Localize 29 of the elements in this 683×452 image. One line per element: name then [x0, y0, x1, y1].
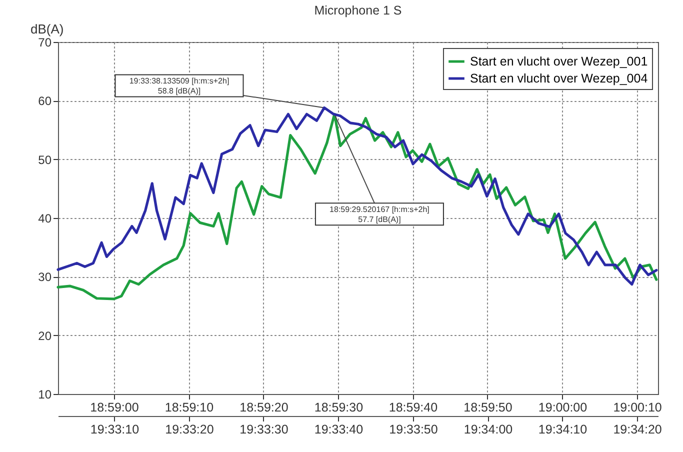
y-tick-label: 20 [38, 328, 52, 343]
x2-tick-label: 19:33:20 [165, 422, 214, 436]
x-tick-label: 18:59:10 [164, 400, 214, 414]
legend-label: Start en vlucht over Wezep_001 [470, 54, 648, 68]
chart-title: Microphone 1 S [314, 4, 402, 18]
y-axis-title: dB(A) [30, 22, 64, 36]
x2-tick-label: 19:33:40 [314, 422, 364, 436]
x2-tick-label: 19:33:10 [90, 422, 140, 436]
y-tick-label: 50 [38, 152, 52, 167]
x-tick-label: 19:00:10 [613, 400, 662, 414]
x-tick-label: 18:59:00 [90, 400, 139, 414]
x-tick-label: 18:59:50 [464, 400, 512, 414]
y-tick-label: 70 [38, 36, 52, 50]
x-tick-label: 18:59:40 [388, 400, 438, 414]
x-tick-label: 18:59:30 [314, 400, 364, 414]
y-tick-label: 40 [38, 212, 52, 226]
x2-tick-label: 19:34:00 [464, 422, 513, 436]
annotation: 19:33:38.133509 [h:m:s+2h] 58.8 [dB(A)] [129, 76, 230, 96]
x2-tick-label: 19:33:30 [240, 422, 288, 436]
y-tick-label: 60 [38, 94, 52, 108]
legend-label: Start en vlucht over Wezep_004 [470, 72, 648, 86]
x2-tick-label: 19:34:10 [538, 422, 588, 436]
x2-tick-label: 19:34:20 [613, 422, 662, 436]
x2-tick-label: 19:33:50 [389, 422, 438, 436]
x-tick-label: 18:59:20 [240, 400, 288, 414]
y-tick-label: 30 [38, 270, 52, 284]
annotation: 18:59:29.520167 [h:m:s+2h] 57.7 [dB(A)] [330, 205, 430, 224]
y-tick-label: 10 [38, 388, 52, 402]
x-tick-label: 19:00:00 [538, 400, 588, 414]
